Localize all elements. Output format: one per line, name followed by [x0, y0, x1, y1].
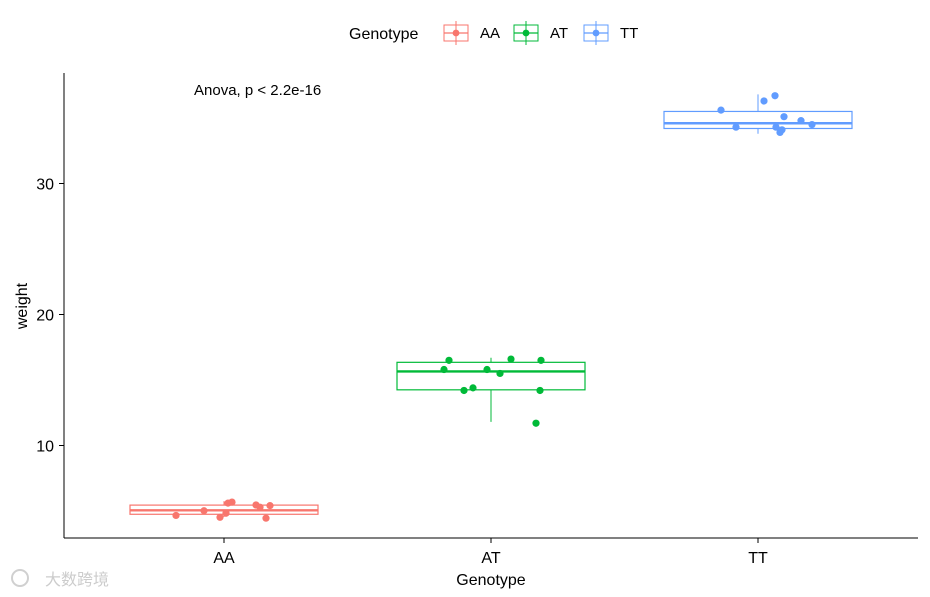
box-tt: [663, 94, 853, 134]
legend-key-point: [522, 29, 530, 37]
watermark-text: 大数跨境: [45, 570, 109, 589]
data-point-aa: [172, 511, 180, 520]
data-point-aa: [200, 507, 208, 515]
data-point-tt: [772, 123, 780, 131]
data-point-tt: [717, 106, 725, 114]
legend-entry-label: AT: [550, 25, 568, 42]
y-axis-title: weight: [14, 282, 31, 330]
data-point-aa: [222, 509, 230, 517]
data-point-tt: [760, 97, 768, 105]
legend: Genotype AA AT TT: [349, 21, 638, 45]
legend-entry-at: AT: [513, 21, 568, 45]
legend-key-point: [452, 29, 460, 37]
data-point-at: [507, 355, 515, 363]
data-point-tt: [771, 92, 779, 100]
points-layer: [172, 92, 816, 522]
watermark-logo-icon: [11, 569, 29, 587]
data-point-at: [536, 386, 544, 395]
data-point-at: [469, 384, 477, 392]
watermark: 大数跨境: [11, 569, 109, 589]
x-ticks: AA AT TT: [213, 538, 768, 567]
legend-entry-tt: TT: [583, 21, 638, 45]
data-point-tt: [778, 126, 786, 134]
x-tick-label: AT: [481, 550, 500, 567]
data-point-aa: [216, 513, 224, 521]
data-point-at: [537, 356, 545, 364]
data-point-aa: [262, 514, 270, 522]
x-tick-label: AA: [213, 550, 235, 567]
data-point-at: [460, 386, 468, 395]
plot-area: 10 20 30 AA AT TT Anova, p < 2.2e-16: [36, 73, 918, 567]
data-point-aa: [228, 498, 236, 506]
legend-entry-label: TT: [620, 25, 638, 42]
y-tick-label: 10: [36, 439, 54, 456]
data-point-at: [483, 365, 491, 374]
box-body: [396, 361, 586, 391]
y-ticks: 10 20 30: [36, 177, 64, 456]
box-at: [396, 357, 586, 422]
y-tick-label: 30: [36, 177, 54, 194]
data-point-tt: [797, 117, 805, 125]
data-point-tt: [732, 123, 740, 131]
y-tick-label: 20: [36, 308, 54, 325]
legend-entry-aa: AA: [443, 21, 500, 45]
data-point-at: [445, 356, 453, 364]
x-tick-label: TT: [748, 550, 768, 567]
data-point-aa: [266, 502, 274, 510]
data-point-at: [496, 369, 504, 378]
data-point-at: [532, 419, 540, 427]
legend-entries: AA AT TT: [443, 21, 638, 45]
box-body: [663, 110, 853, 130]
legend-title: Genotype: [349, 26, 418, 43]
data-point-tt: [780, 113, 788, 121]
data-point-at: [440, 365, 448, 374]
anova-annotation: Anova, p < 2.2e-16: [194, 82, 321, 99]
legend-key-point: [592, 29, 600, 37]
data-point-aa: [256, 503, 264, 511]
data-point-tt: [808, 120, 816, 129]
legend-entry-label: AA: [480, 25, 500, 42]
x-axis-title: Genotype: [456, 572, 525, 589]
